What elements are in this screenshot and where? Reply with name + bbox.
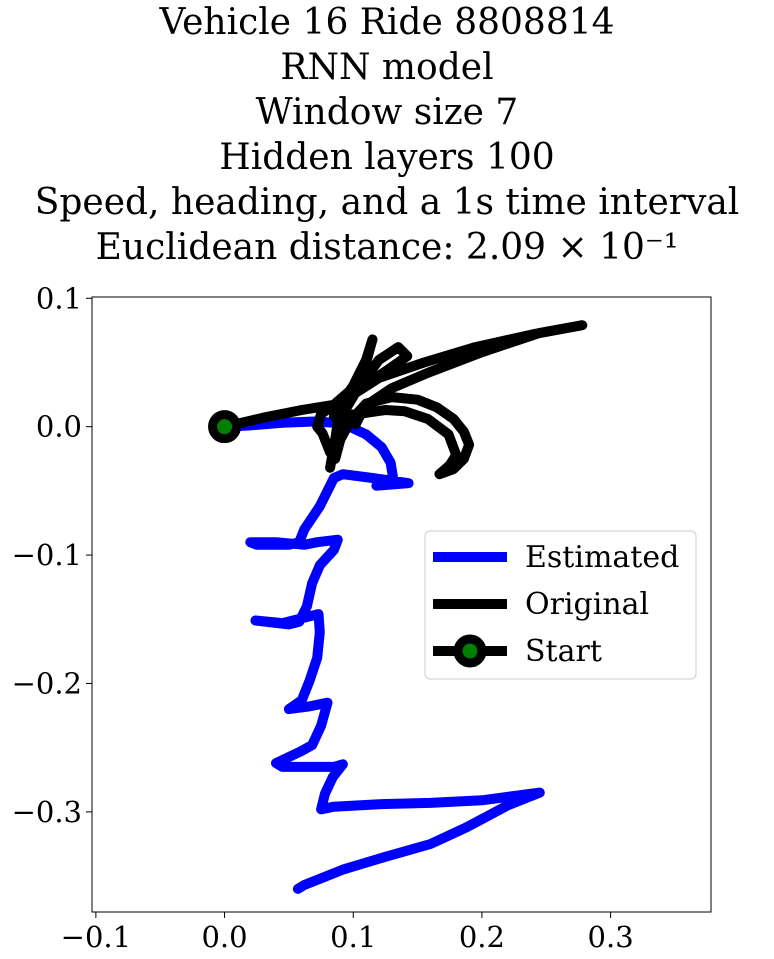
x-tick-label: 0.2	[459, 920, 505, 954]
series-line-estimated	[219, 416, 545, 894]
series-line-original	[219, 320, 588, 480]
title-line-5: Speed, heading, and a 1s time interval	[34, 182, 740, 223]
y-tick-label: −0.1	[12, 538, 82, 572]
title-line-4: Hidden layers 100	[219, 137, 555, 178]
legend: Estimated Original Start	[424, 530, 697, 680]
title-line-1: Vehicle 16 Ride 8808814	[159, 2, 615, 43]
title-line-2: RNN model	[280, 47, 494, 88]
y-tick-label: −0.3	[12, 795, 82, 829]
axes-layer: −0.1 0.0 0.1 0.2 0.3 0.1 0.0 −0.1 −0.2 −0.3	[12, 281, 712, 954]
y-tick-label: 0.0	[36, 410, 82, 444]
legend-start-marker	[453, 634, 487, 668]
x-tick-label: 0.1	[330, 920, 376, 954]
series-layer	[208, 320, 588, 894]
legend-label-estimated: Estimated	[525, 540, 679, 575]
start-marker	[208, 410, 242, 444]
y-tick-label: −0.2	[12, 666, 82, 700]
chart-title: Vehicle 16 Ride 8808814 RNN model Window…	[0, 0, 774, 270]
legend-label-start: Start	[525, 634, 602, 669]
plot-frame	[91, 296, 712, 913]
x-tick-label: 0.0	[201, 920, 247, 954]
title-line-3: Window size 7	[255, 92, 519, 133]
x-tick-label: 0.3	[588, 920, 634, 954]
x-tick-label: −0.1	[61, 920, 131, 954]
y-tick-label: 0.1	[36, 281, 82, 315]
legend-label-original: Original	[525, 587, 649, 622]
legend-box	[424, 530, 697, 680]
title-line-6: Euclidean distance: 2.09 × 10⁻¹	[95, 227, 679, 268]
